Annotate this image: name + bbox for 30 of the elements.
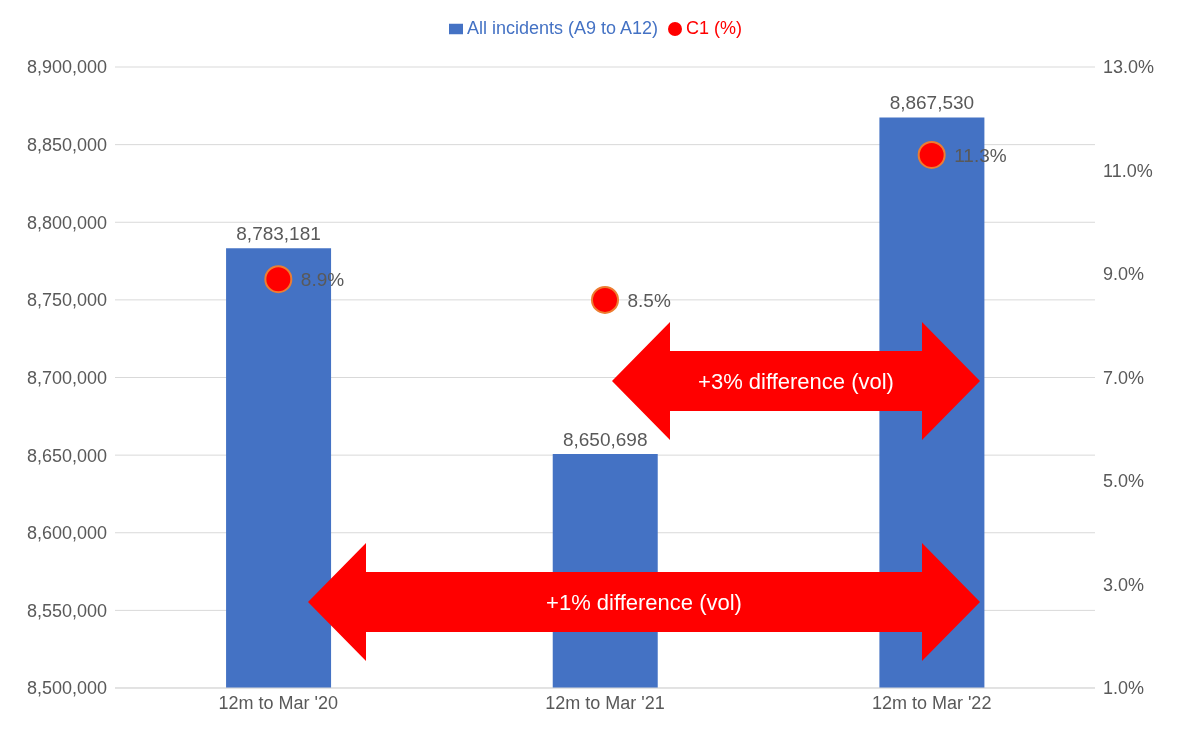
data-label: 8,650,698 <box>562 429 648 451</box>
x-tick-label: 12m to Mar '22 <box>871 692 992 713</box>
y2-tick-label: 11.0% <box>1103 160 1153 181</box>
y2-tick-label: 9.0% <box>1103 264 1145 285</box>
y2-tick-label: 13.0% <box>1103 57 1155 78</box>
y-tick-label: 8,850,000 <box>26 135 107 156</box>
point <box>264 265 293 294</box>
x-tick-label: 12m to Mar '21 <box>545 692 665 713</box>
x-tick-label: 12m to Mar '20 <box>218 692 339 713</box>
y-tick-label: 8,500,000 <box>26 678 107 699</box>
y-tick-label: 8,700,000 <box>26 367 107 388</box>
data-label: 8,867,530 <box>889 92 975 114</box>
y-tick-label: 8,650,000 <box>26 445 107 466</box>
data-label: 8,783,181 <box>236 223 321 245</box>
legend-label: C1 (%) <box>686 18 743 38</box>
y-tick-label: 8,550,000 <box>26 600 107 621</box>
y-tick-label: 8,600,000 <box>26 523 107 544</box>
y2-tick-label: 5.0% <box>1103 471 1145 492</box>
legend-label: All incidents (A9 to A12) <box>466 18 659 38</box>
point <box>591 285 619 314</box>
y-tick-label: 8,800,000 <box>26 212 107 233</box>
point <box>917 140 946 169</box>
y2-tick-label: 1.0% <box>1103 678 1145 699</box>
annotation: +1% difference (vol) <box>546 590 742 615</box>
data-label: 8.5% <box>627 289 671 311</box>
annotation: +3% difference (vol) <box>698 369 894 394</box>
y-tick-label: 8,750,000 <box>26 290 107 311</box>
y2-tick-label: 3.0% <box>1103 574 1145 595</box>
y-tick-label: 8,900,000 <box>26 57 107 78</box>
y2-tick-label: 7.0% <box>1103 367 1145 388</box>
